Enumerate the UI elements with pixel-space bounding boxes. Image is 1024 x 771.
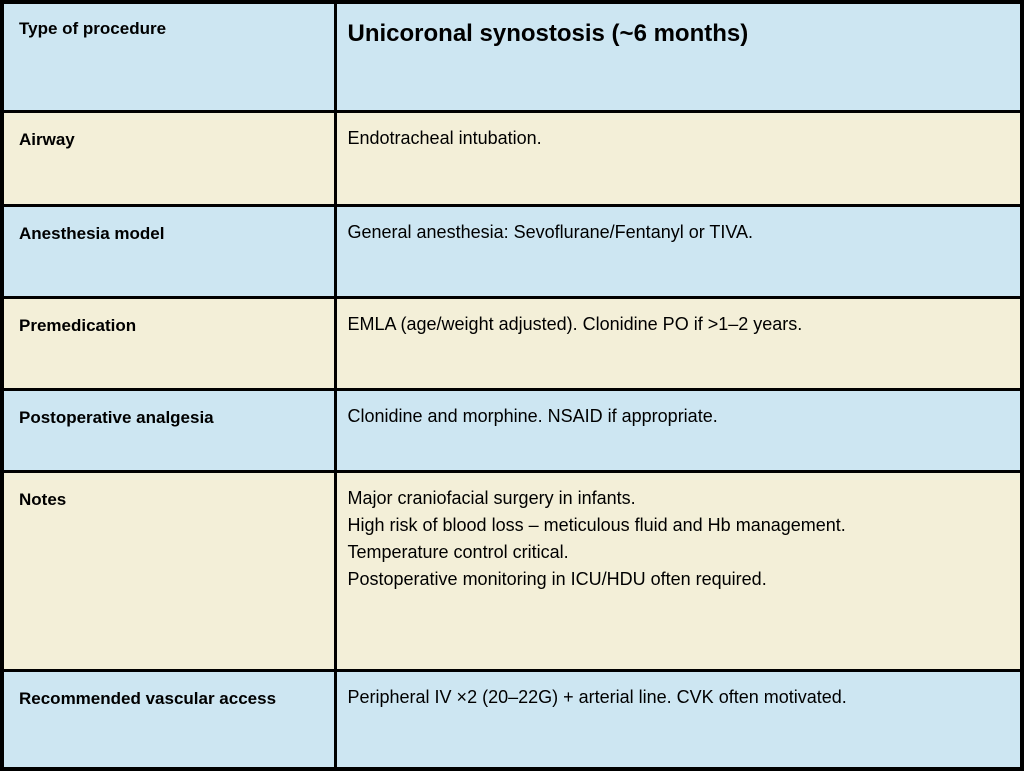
row-label-premedication: Premedication xyxy=(0,295,337,391)
row-value-notes: Major craniofacial surgery in infants. H… xyxy=(333,470,1024,673)
row-label-notes: Notes xyxy=(0,470,337,673)
row-value-postoperative-analgesia: Clonidine and morphine. NSAID if appropr… xyxy=(333,387,1024,474)
row-label-recommended-vascular-access: Recommended vascular access xyxy=(0,669,337,771)
note-line-3: Temperature control critical. xyxy=(347,542,569,563)
row-value-premedication: EMLA (age/weight adjusted). Clonidine PO… xyxy=(333,295,1024,391)
row-value-airway: Endotracheal intubation. xyxy=(333,109,1024,207)
note-line-1: Major craniofacial surgery in infants. xyxy=(347,488,636,509)
table-row-notes: Notes Major craniofacial surgery in infa… xyxy=(0,470,1024,673)
row-label-postoperative-analgesia: Postoperative analgesia xyxy=(0,387,337,474)
table-row-airway: Airway Endotracheal intubation. xyxy=(0,109,1024,207)
table-row-postoperative-analgesia: Postoperative analgesia Clonidine and mo… xyxy=(0,387,1024,474)
row-value-recommended-vascular-access: Peripheral IV ×2 (20–22G) + arterial lin… xyxy=(333,669,1024,771)
table-row-recommended-vascular-access: Recommended vascular access Peripheral I… xyxy=(0,669,1024,771)
table-row-premedication: Premedication EMLA (age/weight adjusted)… xyxy=(0,295,1024,391)
row-label-anesthesia-model: Anesthesia model xyxy=(0,203,337,299)
row-label-type-of-procedure: Type of procedure xyxy=(0,0,337,113)
note-line-4: Postoperative monitoring in ICU/HDU ofte… xyxy=(347,569,767,590)
table-row-type-of-procedure: Type of procedure Unicoronal synostosis … xyxy=(0,0,1024,113)
note-line-2: High risk of blood loss – meticulous flu… xyxy=(347,515,846,536)
row-label-airway: Airway xyxy=(0,109,337,207)
table-row-anesthesia-model: Anesthesia model General anesthesia: Sev… xyxy=(0,203,1024,299)
procedure-title: Unicoronal synostosis (~6 months) xyxy=(333,0,1024,113)
row-value-anesthesia-model: General anesthesia: Sevoflurane/Fentanyl… xyxy=(333,203,1024,299)
